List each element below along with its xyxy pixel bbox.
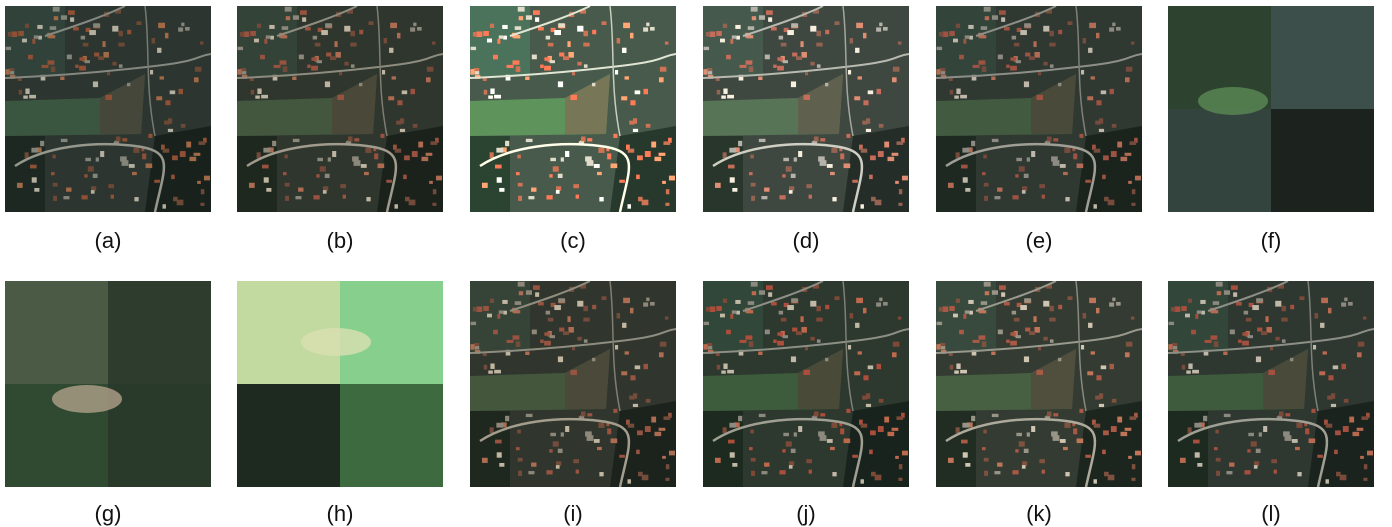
- image-panel: [703, 6, 909, 212]
- panel-label: (f): [1168, 228, 1374, 254]
- village-scene: [1168, 281, 1374, 487]
- satellite-image: [936, 6, 1142, 212]
- image-panel: [237, 281, 443, 487]
- panel-label: (i): [470, 501, 676, 527]
- satellite-image: [703, 281, 909, 487]
- panel-label: (d): [703, 228, 909, 254]
- satellite-image: [237, 281, 443, 487]
- panel-label: (b): [237, 228, 443, 254]
- satellite-image: [703, 6, 909, 212]
- tile: [108, 384, 211, 487]
- image-panel: [936, 281, 1142, 487]
- village-scene: [5, 6, 211, 212]
- tile: [340, 384, 443, 487]
- panel-label: (l): [1168, 501, 1374, 527]
- image-panel: [1168, 281, 1374, 487]
- tile: [1271, 6, 1374, 109]
- panel-label: (c): [470, 228, 676, 254]
- panel-label: (a): [5, 228, 211, 254]
- village-scene: [470, 281, 676, 487]
- satellite-image: [237, 6, 443, 212]
- image-panel: [5, 281, 211, 487]
- image-panel: [470, 6, 676, 212]
- image-panel: [470, 281, 676, 487]
- satellite-image: [5, 281, 211, 487]
- panel-label: (k): [936, 501, 1142, 527]
- satellite-image: [5, 6, 211, 212]
- panel-label: (j): [703, 501, 909, 527]
- tile: [237, 384, 340, 487]
- image-panel: [237, 6, 443, 212]
- satellite-image: [470, 6, 676, 212]
- tile: [1271, 109, 1374, 212]
- tile: [5, 281, 108, 384]
- tile: [1168, 109, 1271, 212]
- village-scene: [703, 281, 909, 487]
- satellite-image: [1168, 281, 1374, 487]
- image-panel: [936, 6, 1142, 212]
- satellite-image: [470, 281, 676, 487]
- panel-label: (h): [237, 501, 443, 527]
- image-panel: [1168, 6, 1374, 212]
- panel-label: (e): [936, 228, 1142, 254]
- satellite-image: [936, 281, 1142, 487]
- image-panel: [5, 6, 211, 212]
- patch: [1198, 87, 1268, 115]
- village-scene: [470, 6, 676, 212]
- village-scene: [237, 6, 443, 212]
- panel-label: (g): [5, 501, 211, 527]
- tile: [108, 281, 211, 384]
- figure: (() => { const data = JSON.parse(documen…: [0, 0, 1392, 527]
- satellite-image: [1168, 6, 1374, 212]
- image-panel: [703, 281, 909, 487]
- patch: [52, 385, 122, 413]
- village-scene: [703, 6, 909, 212]
- village-scene: [936, 6, 1142, 212]
- village-scene: [936, 281, 1142, 487]
- patch: [301, 328, 371, 356]
